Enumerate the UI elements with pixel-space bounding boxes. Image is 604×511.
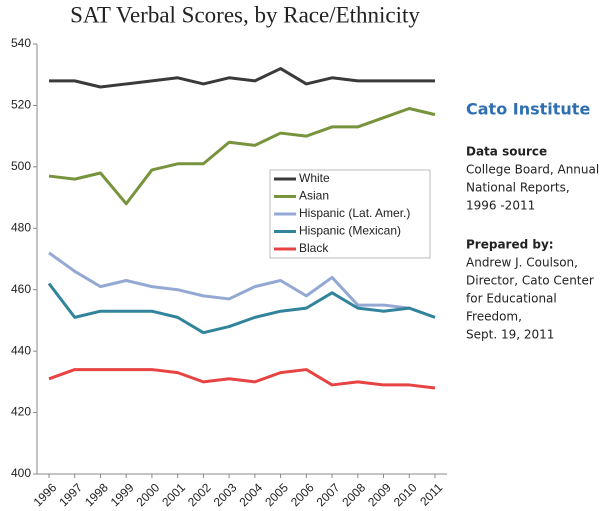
series-line <box>48 368 436 390</box>
y-tick-label: 500 <box>11 159 31 173</box>
x-tick-label: 2009 <box>365 480 394 509</box>
x-tick-label: 2010 <box>391 480 420 509</box>
legend-label: Black <box>299 241 329 255</box>
legend-label: Hispanic (Mexican) <box>299 224 401 238</box>
legend-label: Asian <box>299 189 329 203</box>
y-tick-label: 520 <box>11 98 31 112</box>
source-heading: Data source <box>466 145 547 159</box>
x-tick-label: 2008 <box>339 480 368 509</box>
prepared-heading: Prepared by: <box>466 238 554 252</box>
series-line <box>48 251 436 319</box>
x-tick-label: 1999 <box>108 480 137 509</box>
x-tick-label: 1997 <box>56 480 85 509</box>
y-tick-label: 540 <box>11 36 31 50</box>
x-tick-label: 1996 <box>31 480 60 509</box>
series-line <box>48 107 436 206</box>
prepared-line: Sept. 19, 2011 <box>466 328 554 342</box>
x-tick-label: 2005 <box>262 480 291 509</box>
legend-label: White <box>299 171 330 185</box>
legend-label: Hispanic (Lat. Amer.) <box>299 206 410 220</box>
x-tick-label: 2001 <box>159 480 188 509</box>
source-line: National Reports, <box>466 181 570 195</box>
y-tick-label: 400 <box>11 466 31 480</box>
prepared-line: Freedom, <box>466 310 522 324</box>
org-name: Cato Institute <box>466 100 590 119</box>
source-line: College Board, Annual <box>466 163 599 177</box>
legend-box <box>269 169 431 259</box>
series-line <box>49 67 435 89</box>
series-line <box>47 282 436 335</box>
x-tick-label: 1998 <box>82 480 111 509</box>
x-tick-label: 2011 <box>417 480 445 508</box>
x-tick-label: 2007 <box>314 480 343 509</box>
y-tick-label: 440 <box>11 343 31 357</box>
y-tick-label: 420 <box>11 405 31 419</box>
x-tick-label: 2000 <box>134 480 163 509</box>
x-tick-label: 2003 <box>211 480 240 509</box>
source-line: 1996 -2011 <box>466 199 535 213</box>
x-tick-label: 2006 <box>288 480 317 509</box>
prepared-line: Andrew J. Coulson, <box>466 256 578 270</box>
x-tick-label: 2002 <box>185 480 214 509</box>
y-tick-label: 480 <box>11 220 31 234</box>
chart-title: SAT Verbal Scores, by Race/Ethnicity <box>70 2 420 27</box>
prepared-line: for Educational <box>466 292 557 306</box>
x-tick-label: 2004 <box>236 480 265 509</box>
y-tick-label: 460 <box>11 282 31 296</box>
prepared-line: Director, Cato Center <box>466 274 594 288</box>
